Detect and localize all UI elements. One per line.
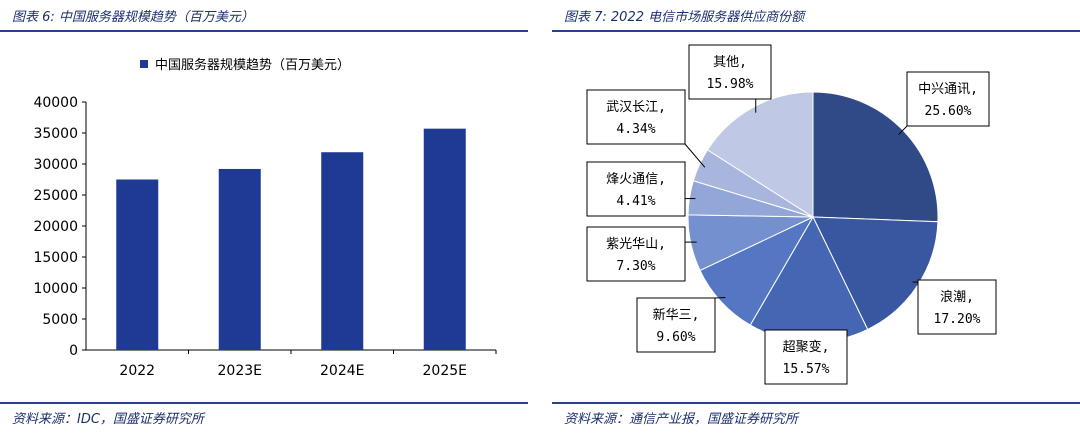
pie-slice-其他: [706, 91, 814, 218]
slice-name: 浪潮,: [940, 290, 974, 305]
figure-7-title: 图表 7: 2022 电信市场服务器供应商份额: [564, 10, 805, 25]
y-tick-label: 40000: [33, 95, 78, 111]
label-box: [764, 329, 848, 385]
pie-label-中兴通讯: 中兴通讯, 25.60%: [898, 71, 990, 135]
top-rule: [552, 30, 1080, 32]
leader-line: [898, 125, 908, 135]
top-rule: [0, 30, 528, 32]
label-box: [636, 297, 716, 353]
label-box: [586, 89, 686, 145]
bottom-rule: [0, 402, 528, 404]
slice-percent: 4.41%: [616, 194, 655, 209]
y-tick-label: 25000: [33, 188, 78, 204]
slice-percent: 17.20%: [934, 312, 981, 327]
pie-label-烽火通信: 烽火通信, 4.41%: [586, 161, 696, 217]
leader-line: [684, 143, 706, 168]
legend-swatch: [140, 60, 148, 68]
slice-name: 武汉长江,: [606, 100, 666, 115]
pie-label-浪潮: 浪潮, 17.20%: [912, 279, 997, 335]
pie-label-新华三: 新华三, 9.60%: [636, 297, 726, 353]
bar-chart-panel: 图表 6: 中国服务器规模趋势（百万美元） 中国服务器规模趋势（百万美元） 0 50…: [0, 0, 528, 433]
slice-name: 中兴通讯,: [918, 82, 978, 97]
slice-percent: 15.57%: [783, 362, 830, 377]
slice-name: 紫光华山,: [606, 237, 666, 252]
y-tick-label: 5000: [42, 312, 78, 328]
slice-percent: 15.98%: [707, 77, 754, 92]
x-tick-label: 2023E: [218, 363, 262, 379]
slice-percent: 9.60%: [656, 330, 695, 345]
y-tick-label: 30000: [33, 157, 78, 173]
slice-percent: 25.60%: [925, 104, 972, 119]
slice-name: 新华三,: [653, 307, 700, 323]
pie-label-武汉长江: 武汉长江, 4.34%: [586, 89, 706, 168]
pie-slice-新华三: [699, 215, 815, 326]
bar-2025E: [423, 128, 466, 350]
label-box: [586, 226, 686, 282]
slice-name: 超聚变,: [783, 339, 830, 355]
bar-2022: [116, 179, 159, 350]
legend: 中国服务器规模趋势（百万美元）: [140, 57, 350, 73]
pie-chart-panel: 图表 7: 2022 电信市场服务器供应商份额 中兴通讯, 25.60% 浪潮, 17…: [552, 0, 1080, 433]
y-tick-label: 0: [69, 343, 78, 359]
y-tick-label: 15000: [33, 250, 78, 266]
bar-2024E: [321, 152, 364, 350]
figure-6-source: 资料来源：IDC，国盛证券研究所: [12, 412, 204, 427]
label-box: [586, 161, 686, 217]
x-tick-label: 2025E: [423, 363, 467, 379]
figure-6-title: 图表 6: 中国服务器规模趋势（百万美元）: [12, 10, 254, 25]
pie-label-超聚变: 超聚变, 15.57%: [764, 329, 848, 385]
pie-label-其他: 其他, 15.98%: [688, 44, 772, 113]
y-tick-label: 20000: [33, 219, 78, 235]
y-tick-label: 10000: [33, 281, 78, 297]
label-box: [917, 279, 997, 335]
slice-percent: 4.34%: [616, 122, 655, 137]
slice-name: 其他,: [713, 55, 747, 70]
slice-name: 烽火通信,: [606, 172, 666, 187]
x-tick-label: 2022: [119, 363, 155, 379]
label-box: [906, 71, 990, 127]
x-tick-label: 2024E: [320, 363, 364, 379]
pie-chart: 中兴通讯, 25.60% 浪潮, 17.20% 超聚变, 15.57% 新华三, 9.60% 紫…: [586, 44, 997, 385]
pie-label-紫光华山: 紫光华山, 7.30%: [586, 226, 697, 282]
bottom-rule: [552, 402, 1080, 404]
y-tick-label: 35000: [33, 126, 78, 142]
label-box: [688, 44, 772, 100]
bar-chart: 中国服务器规模趋势（百万美元） 0 5000 10000 15000 20000 25000…: [33, 57, 497, 379]
figure-7-source: 资料来源：通信产业报，国盛证券研究所: [564, 412, 799, 427]
legend-label: 中国服务器规模趋势（百万美元）: [155, 57, 350, 73]
bar-2023E: [218, 168, 261, 350]
slice-percent: 7.30%: [616, 259, 655, 274]
